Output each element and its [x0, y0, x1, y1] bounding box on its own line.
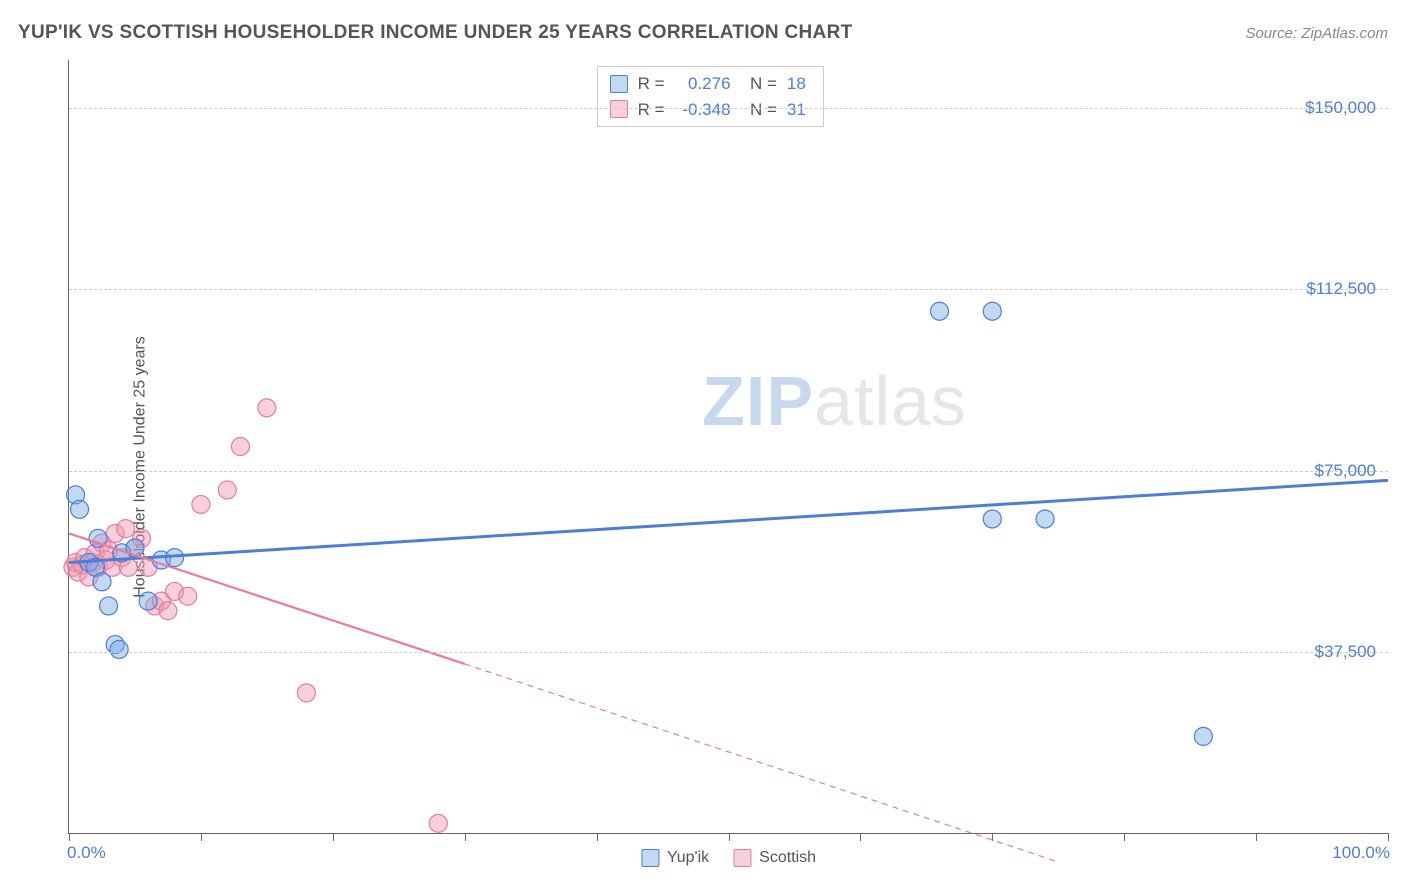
scottish-point [159, 602, 177, 620]
stat-R-yupik: 0.276 [675, 71, 731, 97]
scottish-point [117, 520, 135, 538]
yupik-point [100, 597, 118, 615]
yupik-point [93, 573, 111, 591]
yupik-point [71, 500, 89, 518]
y-tick-label: $112,500 [1306, 279, 1376, 299]
scottish-point [297, 684, 315, 702]
legend-item-yupik: Yup'ik [641, 849, 709, 867]
scottish-point [192, 495, 210, 513]
x-tick [1124, 833, 1125, 841]
gridline [69, 289, 1388, 290]
y-tick-label: $75,000 [1315, 461, 1376, 481]
x-tick [69, 833, 70, 841]
x-tick [1388, 833, 1389, 841]
trendline-scottish-dashed [465, 664, 1059, 862]
yupik-point [931, 302, 949, 320]
plot-area: ZIPatlas R = 0.276 N = 18 R = -0.348 N =… [68, 60, 1388, 834]
y-tick-label: $150,000 [1305, 98, 1376, 118]
yupik-point [983, 302, 1001, 320]
yupik-point [1036, 510, 1054, 528]
y-tick-label: $37,500 [1315, 642, 1376, 662]
scottish-point [179, 587, 197, 605]
legend-swatch-yupik-icon [641, 849, 659, 867]
yupik-point [983, 510, 1001, 528]
scottish-point [231, 438, 249, 456]
swatch-yupik-icon [610, 75, 628, 93]
gridline [69, 652, 1388, 653]
yupik-point [139, 592, 157, 610]
legend-label-scottish: Scottish [759, 849, 816, 867]
yupik-point [110, 640, 128, 658]
scottish-point [218, 481, 236, 499]
legend-label-yupik: Yup'ik [667, 849, 709, 867]
x-tick [992, 833, 993, 841]
x-label-right: 100.0% [1332, 843, 1390, 863]
chart-source: Source: ZipAtlas.com [1245, 25, 1388, 42]
series-legend: Yup'ik Scottish [641, 849, 816, 867]
legend-swatch-scottish-icon [733, 849, 751, 867]
stat-N-label: N = [741, 71, 777, 97]
x-tick [597, 833, 598, 841]
stats-legend: R = 0.276 N = 18 R = -0.348 N = 31 [597, 66, 824, 127]
chart-header: YUP'IK VS SCOTTISH HOUSEHOLDER INCOME UN… [18, 22, 1388, 44]
x-label-left: 0.0% [67, 843, 106, 863]
x-tick [333, 833, 334, 841]
x-tick [729, 833, 730, 841]
trendline-scottish-solid [69, 533, 465, 663]
x-tick [860, 833, 861, 841]
stat-R-label: R = [638, 71, 665, 97]
yupik-point [1194, 727, 1212, 745]
stats-row-yupik: R = 0.276 N = 18 [610, 71, 811, 97]
x-tick [465, 833, 466, 841]
x-tick [201, 833, 202, 841]
gridline [69, 471, 1388, 472]
chart-area: Householder Income Under 25 years ZIPatl… [18, 60, 1388, 874]
trendline-yupik [69, 480, 1388, 562]
gridline [69, 108, 1388, 109]
scottish-point [429, 814, 447, 832]
plot-svg [69, 60, 1388, 833]
x-tick [1256, 833, 1257, 841]
legend-item-scottish: Scottish [733, 849, 816, 867]
stat-N-yupik: 18 [787, 71, 811, 97]
scottish-point [258, 399, 276, 417]
chart-title: YUP'IK VS SCOTTISH HOUSEHOLDER INCOME UN… [18, 22, 853, 44]
